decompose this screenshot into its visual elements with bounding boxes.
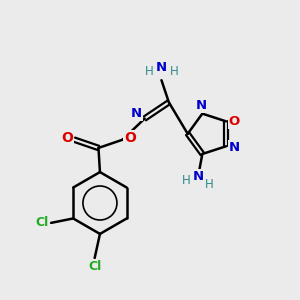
Text: O: O [124, 131, 136, 145]
Text: O: O [61, 131, 73, 145]
Text: N: N [229, 141, 240, 154]
Text: O: O [229, 115, 240, 128]
Text: N: N [156, 61, 167, 74]
Text: H: H [145, 65, 154, 79]
Text: Cl: Cl [35, 216, 48, 230]
Text: H: H [205, 178, 214, 191]
Text: H: H [169, 65, 178, 79]
Text: H: H [182, 174, 191, 187]
Text: N: N [195, 99, 206, 112]
Text: Cl: Cl [88, 260, 102, 273]
Text: N: N [192, 169, 203, 183]
Text: N: N [131, 107, 142, 120]
